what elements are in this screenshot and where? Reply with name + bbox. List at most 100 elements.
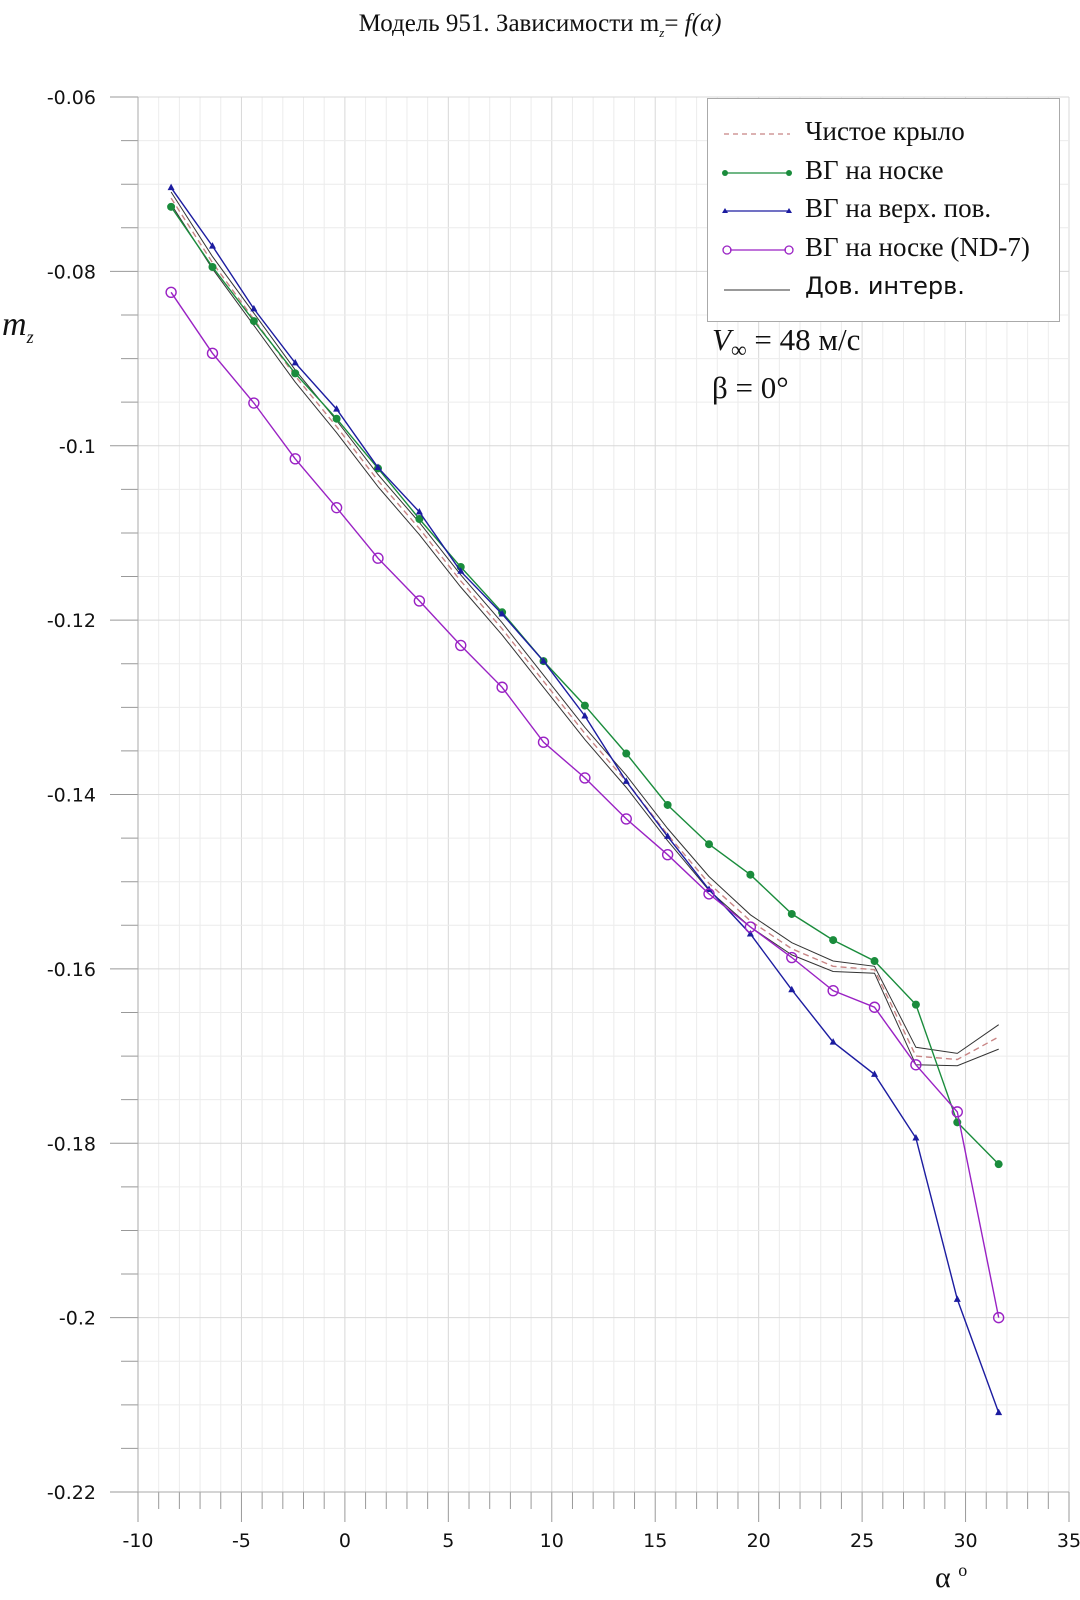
y-tick-label: -0.14 [47,785,96,807]
data-point-triangle [250,304,258,312]
data-point-triangle [208,242,216,249]
legend-swatch-ci [724,289,790,291]
data-point-circle [330,501,343,514]
legend-item-ci: Дов. интерв. [708,272,1059,308]
x-tick-label: 30 [953,1530,977,1552]
y-label-sub: z [26,326,34,347]
x-tick-label: 20 [747,1530,771,1552]
data-point-triangle [457,567,465,574]
x-tick-label: 5 [442,1530,454,1552]
data-point-circle [455,639,467,652]
y-tick-label: -0.16 [47,959,96,981]
data-point-circle [951,1106,963,1118]
ci-lower-line [170,203,999,1067]
velocity-sub: ∞ [730,337,747,363]
data-point-triangle [333,405,341,412]
data-point-triangle [167,183,175,191]
data-point-triangle [498,610,506,617]
legend-item-nose: ВГ на носке [708,155,1059,191]
legend-label: Чистое крыло [805,116,965,146]
legend-swatch-nose [722,170,792,176]
y-tick-label: -0.2 [59,1308,96,1330]
y-tick-label: -0.12 [47,610,96,632]
data-point-dot [249,317,258,326]
y-tick-label: -0.1 [59,436,96,458]
data-point-triangle [912,1134,920,1141]
data-point-triangle [953,1295,961,1302]
data-point-triangle [995,1408,1003,1416]
legend-swatch-nd7 [722,245,794,255]
legend-swatch-upper [722,208,792,213]
data-point-circle [206,347,219,360]
y-tick-label: -0.08 [47,261,96,283]
legend-label: ВГ на носке (ND-7) [805,232,1030,262]
data-point-circle [786,951,798,964]
data-point-circle [496,681,508,693]
data-point-triangle [415,508,423,515]
data-point-dot [663,800,672,809]
data-point-circle [579,772,591,784]
data-point-circle [661,848,674,861]
velocity-annotation: V∞ = 48 м/с [712,322,860,363]
data-point-dot [415,514,424,523]
data-point-dot [870,957,879,966]
velocity-symbol: V [712,322,731,357]
legend-label: ВГ на носке [805,155,944,185]
legend-item-nd7: ВГ на носке (ND-7) [708,232,1059,268]
legend-label: Дов. интерв. [805,272,965,300]
data-point-circle [703,888,715,900]
y-axis-label: mz [2,306,34,348]
title-text: Модель 951. Зависимости m [358,10,660,37]
x-tick-label: 35 [1057,1530,1080,1552]
chart-title: Модель 951. Зависимости mz= f(α) [0,10,1080,41]
velocity-value: = 48 м/с [746,322,861,357]
y-tick-label: -0.06 [47,87,96,109]
x-tick-label: -5 [232,1530,251,1552]
data-point-dot [580,701,589,710]
data-point-triangle [581,712,589,719]
data-point-triangle [291,358,299,366]
beta-annotation: β = 0° [712,370,789,405]
legend-item-clean: Чистое крыло [708,116,1059,152]
data-point-dot [167,202,176,211]
data-point-dot [622,749,631,758]
data-point-circle [165,286,177,298]
legend: Чистое крыло ВГ на носке ВГ на верх. пов… [707,98,1060,322]
data-point-triangle [540,657,548,664]
data-point-circle [289,453,301,465]
x-axis-label: α o [935,1560,967,1595]
data-point-circle [992,1311,1005,1324]
data-point-circle [537,736,550,748]
data-point-circle [620,813,632,825]
data-point-dot [746,870,755,879]
series-line-0 [170,197,1000,1061]
data-point-triangle [664,832,672,839]
ci-upper-line [170,191,999,1054]
data-point-dot [994,1160,1003,1169]
data-point-dot [911,1000,920,1009]
y-label-main: m [2,306,27,343]
data-point-dot [787,909,796,918]
legend-label: ВГ на верх. пов. [805,193,992,223]
data-point-circle [413,595,426,607]
data-point-triangle [746,930,754,937]
data-point-circle [868,1001,881,1013]
data-point-dot [208,263,217,272]
y-tick-label: -0.22 [47,1482,96,1504]
x-tick-label: 15 [643,1530,667,1552]
data-point-dot [332,414,341,423]
y-tick-label: -0.18 [47,1133,96,1155]
x-tick-label: 10 [540,1530,564,1552]
x-tick-label: 0 [339,1530,351,1552]
title-eq: = [664,10,685,37]
x-tick-label: -10 [122,1530,153,1552]
legend-swatch-clean [724,133,790,135]
data-point-dot [291,369,300,378]
series-line-1 [170,206,1000,1165]
data-point-circle [372,552,384,564]
data-point-triangle [374,463,382,471]
data-point-triangle [829,1038,837,1045]
data-point-circle [910,1059,922,1071]
data-point-triangle [622,777,630,784]
